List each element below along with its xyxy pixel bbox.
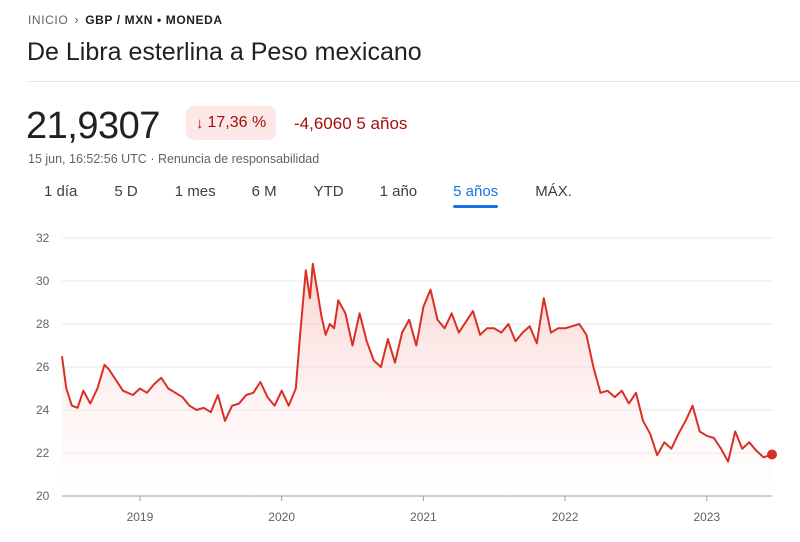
y-tick-label: 32 bbox=[36, 231, 50, 245]
tab-6-months[interactable]: 6 M bbox=[251, 183, 277, 200]
arrow-down-icon: ↓ bbox=[196, 114, 204, 132]
tab-ytd[interactable]: YTD bbox=[313, 183, 344, 200]
x-tick-label: 2020 bbox=[268, 510, 295, 524]
x-axis-ticks: 2019 2020 2021 2022 2023 bbox=[127, 496, 720, 524]
breadcrumb-current: GBP / MXN • MONEDA bbox=[85, 12, 223, 27]
y-axis-ticks: 20 22 24 26 28 30 32 bbox=[36, 231, 50, 503]
page-title: De Libra esterlina a Peso mexicano bbox=[27, 38, 422, 66]
y-tick-label: 20 bbox=[36, 489, 50, 503]
y-tick-label: 22 bbox=[36, 446, 50, 460]
last-price-point bbox=[767, 449, 777, 460]
price-meta: 15 jun, 16:52:56 UTC · Renuncia de respo… bbox=[28, 152, 319, 166]
tab-1-year[interactable]: 1 año bbox=[379, 183, 418, 200]
breadcrumb-home[interactable]: INICIO bbox=[28, 12, 69, 27]
tab-5-years[interactable]: 5 años bbox=[453, 183, 499, 208]
change-percent-badge: ↓ 17,36 % bbox=[186, 106, 277, 140]
tab-1-month[interactable]: 1 mes bbox=[174, 183, 216, 200]
breadcrumb: INICIO › GBP / MXN • MONEDA bbox=[28, 12, 223, 27]
tab-max[interactable]: MÁX. bbox=[535, 183, 572, 200]
timestamp: 15 jun, 16:52:56 UTC bbox=[28, 152, 147, 166]
change-absolute: -4,6060 5 años bbox=[294, 114, 408, 133]
current-price: 21,9307 bbox=[26, 105, 160, 147]
y-tick-label: 26 bbox=[36, 360, 50, 374]
price-line bbox=[61, 262, 773, 463]
chevron-right-icon: › bbox=[74, 12, 80, 27]
price-area bbox=[62, 263, 772, 496]
change-percent: 17,36 % bbox=[207, 114, 267, 131]
x-tick-label: 2023 bbox=[693, 510, 720, 524]
y-tick-label: 28 bbox=[36, 317, 50, 331]
disclaimer-link[interactable]: Renuncia de responsabilidad bbox=[157, 152, 320, 166]
y-tick-label: 24 bbox=[36, 403, 50, 417]
tab-5-days[interactable]: 5 D bbox=[114, 183, 138, 200]
meta-separator: · bbox=[150, 152, 158, 166]
divider bbox=[28, 81, 800, 82]
tab-1-day[interactable]: 1 día bbox=[44, 183, 78, 200]
x-tick-label: 2022 bbox=[552, 510, 579, 524]
x-tick-label: 2019 bbox=[127, 510, 154, 524]
x-tick-label: 2021 bbox=[410, 510, 437, 524]
y-tick-label: 30 bbox=[36, 274, 50, 288]
range-tabs: 1 día 5 D 1 mes 6 M YTD 1 año 5 años MÁX… bbox=[28, 183, 572, 208]
